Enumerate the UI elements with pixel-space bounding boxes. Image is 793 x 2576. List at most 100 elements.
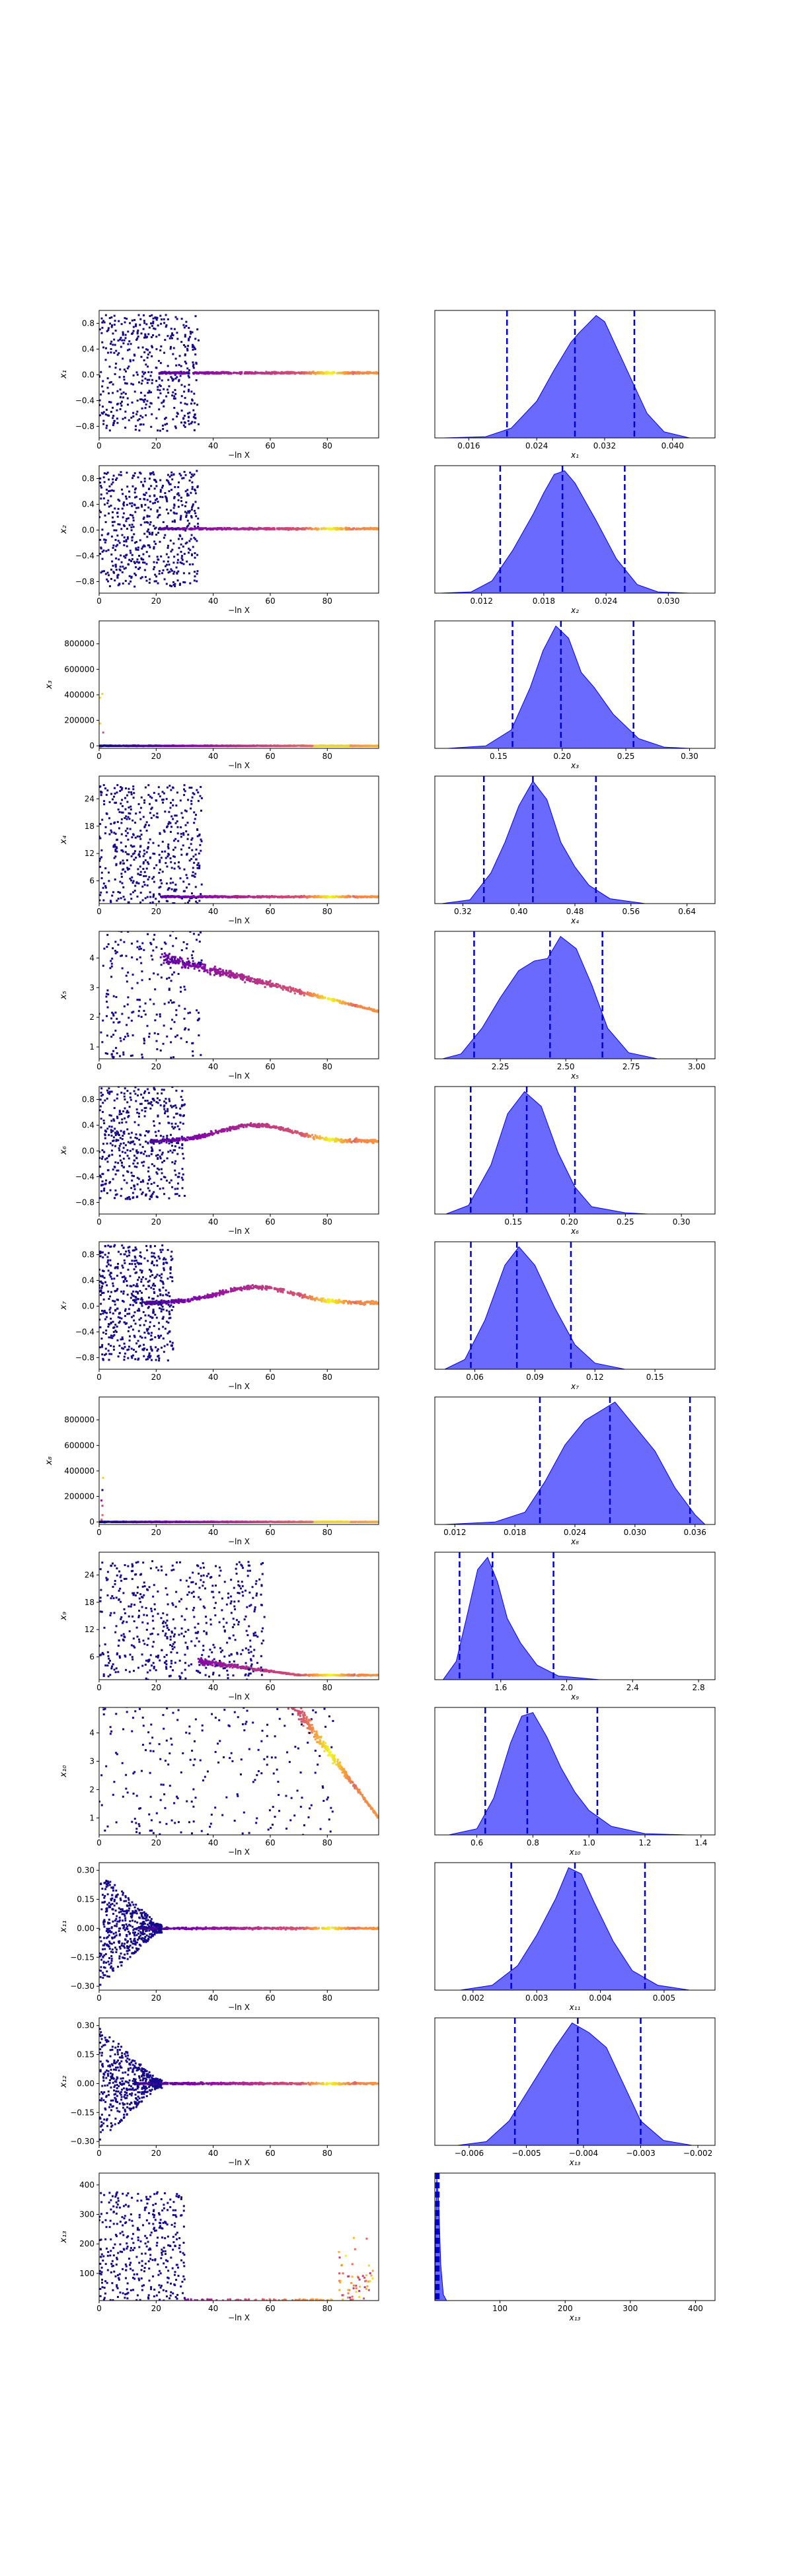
- trace-point: [184, 505, 186, 507]
- trace-point: [143, 509, 146, 512]
- trace-point: [124, 797, 126, 799]
- trace-point: [129, 828, 132, 830]
- trace-point: [163, 372, 166, 375]
- trace-point: [136, 558, 139, 561]
- trace-point: [358, 744, 361, 747]
- trace-xlabel: −ln X: [228, 450, 250, 460]
- trace-point: [114, 565, 117, 568]
- trace-point: [218, 971, 221, 974]
- trace-point: [153, 546, 155, 548]
- trace-point: [139, 836, 141, 838]
- trace-point: [163, 1003, 166, 1005]
- trace-point: [194, 526, 197, 529]
- trace-point: [190, 332, 192, 335]
- trace-point: [126, 349, 129, 351]
- trace-points: [99, 314, 379, 432]
- trace-point: [149, 578, 151, 581]
- trace-point: [113, 351, 116, 354]
- trace-point: [182, 744, 185, 747]
- trace-point: [113, 419, 116, 422]
- trace-point: [136, 1065, 138, 1067]
- trace-point: [167, 847, 170, 849]
- trace-point: [141, 546, 144, 548]
- trace-point: [140, 558, 143, 561]
- trace-point: [365, 744, 368, 747]
- trace-point: [229, 528, 232, 530]
- trace-point: [184, 529, 187, 532]
- trace-point: [159, 744, 162, 747]
- trace-point: [242, 527, 245, 530]
- trace-point: [180, 474, 182, 477]
- row-3: 0 20 40 60 80−ln X8000006000004000002000000x…: [44, 620, 716, 770]
- trace-point: [165, 857, 167, 859]
- trace-point: [157, 516, 159, 519]
- trace-point: [264, 373, 266, 375]
- trace-point: [140, 398, 143, 401]
- trace-point: [248, 895, 250, 898]
- trace-point: [190, 803, 193, 805]
- trace-point: [258, 896, 261, 898]
- trace-point: [124, 851, 127, 853]
- trace-point: [166, 527, 169, 530]
- trace-point: [147, 333, 150, 336]
- trace-point: [131, 845, 133, 848]
- trace-point: [119, 388, 122, 391]
- trace-point: [183, 414, 186, 417]
- trace-point: [110, 822, 112, 825]
- trace-point: [171, 394, 174, 397]
- trace-point: [126, 794, 129, 797]
- trace-point: [192, 895, 195, 898]
- trace-point: [194, 575, 196, 578]
- trace-point: [187, 419, 190, 422]
- trace-point: [99, 538, 102, 541]
- trace-point: [170, 372, 173, 375]
- trace-point: [155, 864, 158, 867]
- trace-point: [186, 349, 189, 352]
- trace-point: [215, 973, 218, 976]
- trace-point: [139, 398, 141, 401]
- trace-point: [188, 336, 191, 338]
- trace-point: [198, 867, 200, 870]
- trace-point: [128, 419, 130, 421]
- trace-point: [121, 882, 124, 884]
- trace-point: [104, 918, 106, 920]
- trace-point: [128, 340, 131, 343]
- trace-point: [163, 830, 166, 833]
- trace-point: [166, 388, 169, 391]
- trace-point: [150, 485, 153, 487]
- trace-point: [184, 926, 186, 928]
- trace-point: [110, 324, 113, 327]
- trace-point: [154, 542, 157, 545]
- trace-point: [155, 580, 157, 583]
- trace-point: [123, 555, 126, 557]
- trace-point: [192, 363, 195, 366]
- trace-point: [143, 336, 145, 339]
- trace-point: [121, 534, 124, 536]
- trace-point: [113, 857, 116, 859]
- trace-point: [127, 404, 130, 406]
- trace-point: [153, 524, 155, 527]
- trace-point: [194, 413, 196, 416]
- trace-point: [196, 554, 199, 556]
- trace-point: [136, 919, 138, 921]
- trace-point: [130, 575, 133, 578]
- trace-point: [115, 349, 118, 352]
- trace-point: [140, 332, 143, 335]
- trace-point: [141, 505, 143, 508]
- trace-point: [122, 1051, 125, 1054]
- trace-point: [102, 411, 105, 413]
- trace-point: [359, 371, 361, 374]
- trace-point: [140, 947, 143, 950]
- trace-point: [150, 816, 153, 819]
- trace-point: [176, 579, 179, 582]
- trace-point: [360, 895, 363, 898]
- trace-point: [137, 567, 140, 570]
- trace-point: [102, 419, 105, 422]
- trace-point: [242, 975, 245, 978]
- trace-point: [144, 334, 147, 337]
- trace-point: [104, 867, 107, 870]
- trace-point: [323, 371, 326, 374]
- trace-point: [153, 495, 156, 497]
- trace-point: [165, 553, 168, 555]
